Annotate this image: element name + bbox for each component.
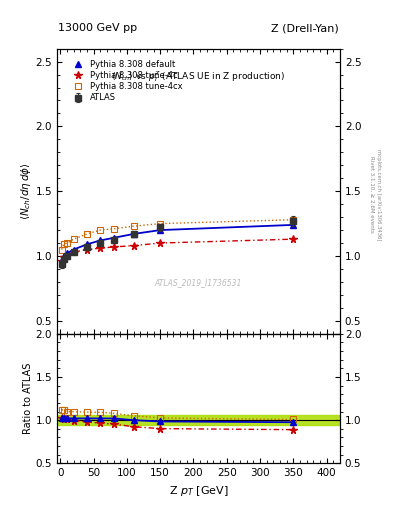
Text: Z (Drell-Yan): Z (Drell-Yan)	[271, 23, 339, 33]
Pythia 8.308 default	[84, 241, 89, 247]
Pythia 8.308 tune-4c	[111, 244, 116, 250]
Pythia 8.308 default	[98, 238, 103, 244]
Text: mcplots.cern.ch [arXiv:1306.3436]: mcplots.cern.ch [arXiv:1306.3436]	[376, 149, 380, 240]
Pythia 8.308 tune-4cx	[111, 226, 116, 232]
Y-axis label: Ratio to ATLAS: Ratio to ATLAS	[23, 363, 33, 434]
Pythia 8.308 tune-4c	[64, 251, 69, 258]
Pythia 8.308 tune-4cx	[61, 241, 66, 247]
Text: Rivet 3.1.10, ≥ 2.6M events: Rivet 3.1.10, ≥ 2.6M events	[369, 156, 374, 233]
Y-axis label: $\langle N_{ch}/d\eta\, d\phi\rangle$: $\langle N_{ch}/d\eta\, d\phi\rangle$	[19, 162, 33, 220]
Pythia 8.308 default	[61, 253, 66, 259]
Pythia 8.308 tune-4c	[84, 246, 89, 252]
Pythia 8.308 default	[131, 231, 136, 237]
Pythia 8.308 default	[59, 257, 64, 263]
Pythia 8.308 default	[64, 250, 69, 257]
Pythia 8.308 default	[158, 227, 163, 233]
Pythia 8.308 default	[291, 222, 296, 228]
Pythia 8.308 tune-4c	[59, 258, 64, 264]
Pythia 8.308 tune-4c	[158, 240, 163, 246]
Bar	[57, 415, 340, 425]
Text: 13000 GeV pp: 13000 GeV pp	[58, 23, 137, 33]
Pythia 8.308 tune-4c	[61, 254, 66, 261]
Pythia 8.308 tune-4cx	[131, 223, 136, 229]
Text: $\langle N_{ch}\rangle$ vs $p_T^Z$ (ATLAS UE in Z production): $\langle N_{ch}\rangle$ vs $p_T^Z$ (ATLA…	[111, 69, 286, 83]
Pythia 8.308 tune-4c	[71, 249, 76, 255]
Pythia 8.308 tune-4c	[131, 243, 136, 249]
Pythia 8.308 tune-4c	[291, 236, 296, 242]
Line: Pythia 8.308 tune-4cx: Pythia 8.308 tune-4cx	[59, 217, 296, 252]
Pythia 8.308 default	[111, 235, 116, 241]
Pythia 8.308 tune-4cx	[71, 236, 76, 242]
Pythia 8.308 tune-4cx	[98, 227, 103, 233]
Pythia 8.308 tune-4cx	[59, 246, 64, 252]
Legend: Pythia 8.308 default, Pythia 8.308 tune-4c, Pythia 8.308 tune-4cx, ATLAS: Pythia 8.308 default, Pythia 8.308 tune-…	[67, 58, 184, 104]
Line: Pythia 8.308 tune-4c: Pythia 8.308 tune-4c	[58, 236, 297, 265]
Pythia 8.308 tune-4cx	[84, 231, 89, 237]
X-axis label: Z $p_T$ [GeV]: Z $p_T$ [GeV]	[169, 484, 228, 498]
Pythia 8.308 tune-4cx	[64, 240, 69, 246]
Text: ATLAS_2019_I1736531: ATLAS_2019_I1736531	[155, 278, 242, 287]
Pythia 8.308 tune-4cx	[291, 217, 296, 223]
Pythia 8.308 default	[71, 246, 76, 252]
Line: Pythia 8.308 default: Pythia 8.308 default	[59, 222, 296, 263]
Pythia 8.308 tune-4c	[98, 245, 103, 251]
Pythia 8.308 tune-4cx	[158, 221, 163, 227]
